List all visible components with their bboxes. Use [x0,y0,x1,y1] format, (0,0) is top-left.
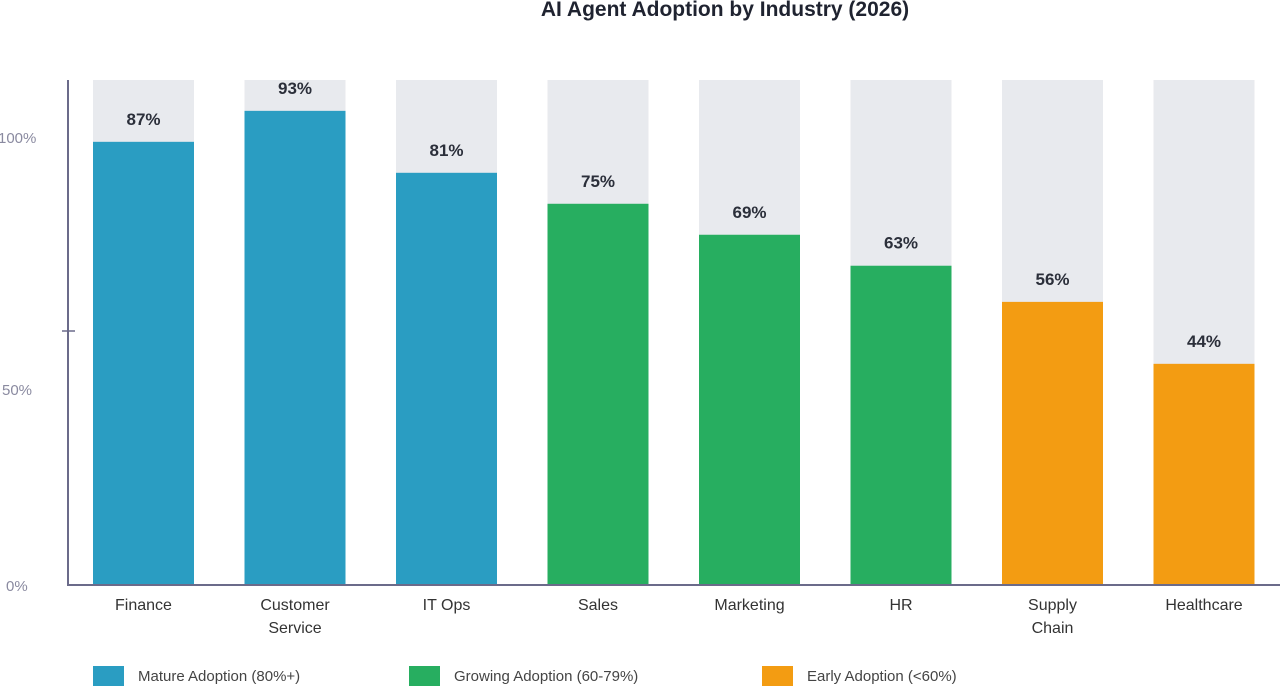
legend-swatch [409,666,440,686]
bar-customer-service [244,110,346,584]
y-tick-label: 0% [6,578,28,595]
legend-label: Early Adoption (<60%) [807,667,957,685]
legend-item-mature: Mature Adoption (80%+) [93,666,300,686]
bar-it-ops [396,172,497,584]
data-label: 56% [1035,270,1069,289]
legend-label: Growing Adoption (60-79%) [454,667,639,685]
x-tick-label: Finance [115,597,172,614]
bar-supply-chain [1002,301,1103,584]
x-tick-label: Service [268,620,321,637]
data-label: 63% [884,234,918,253]
x-tick-label: Supply [1028,597,1077,614]
bar-healthcare [1153,363,1255,584]
y-tick-label: 100% [0,130,36,147]
legend-label: Mature Adoption (80%+) [138,667,301,685]
data-label: 44% [1187,332,1221,351]
bar-hr [850,265,952,584]
data-label: 87% [126,110,160,129]
y-tick-label: 50% [2,382,32,399]
legend-swatch [762,666,793,686]
data-label: 93% [278,79,312,98]
x-tick-label: Customer [260,597,330,614]
legend-item-growing: Growing Adoption (60-79%) [409,666,638,686]
bar-marketing [699,234,800,585]
legend-item-early: Early Adoption (<60%) [762,666,957,686]
bar-finance [93,141,194,584]
chart-title: AI Agent Adoption by Industry (2026) [540,0,910,21]
bar-chart: 87% Finance 93% Customer Service 81% IT Ops 75%… [0,79,1280,637]
data-label: 69% [732,203,766,222]
x-tick-label: Healthcare [1165,597,1242,614]
x-tick-label: Sales [578,597,618,614]
x-tick-label: HR [889,597,912,614]
bar-sales [547,203,649,584]
data-label: 75% [581,172,615,191]
x-tick-label: Marketing [714,597,784,614]
x-tick-label: Chain [1032,620,1074,637]
legend-swatch [93,666,124,686]
x-tick-label: IT Ops [423,597,471,614]
data-label: 81% [429,141,463,160]
